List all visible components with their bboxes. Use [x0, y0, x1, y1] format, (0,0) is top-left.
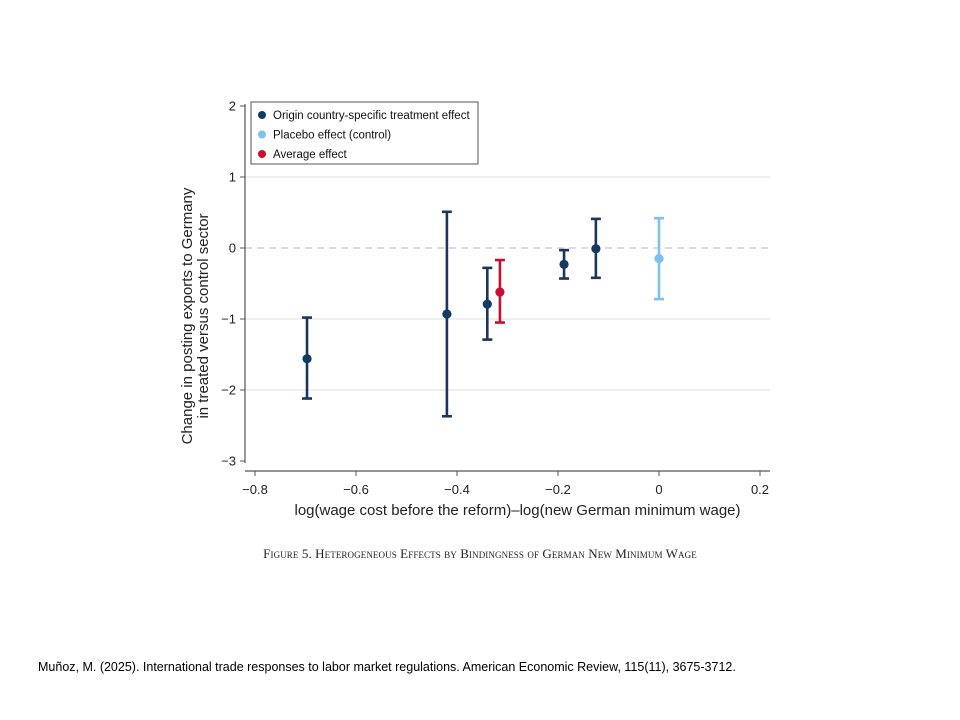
y-tick-label: 0 [229, 241, 236, 256]
data-point [302, 354, 312, 364]
data-point-group [302, 316, 313, 400]
y-tick-label: 2 [229, 99, 236, 114]
x-tick-label: −0.2 [545, 482, 571, 497]
y-tick-label: 1 [229, 170, 236, 185]
legend: Origin country-specific treatment effect… [250, 101, 479, 165]
legend-marker [258, 111, 266, 119]
legend-box [250, 101, 479, 165]
data-point [654, 254, 664, 264]
x-tick-label: 0.2 [751, 482, 769, 497]
x-axis-label: log(wage cost before the reform)–log(new… [294, 502, 740, 519]
data-point [591, 244, 601, 254]
x-tick-label: −0.6 [343, 482, 369, 497]
legend-marker [258, 150, 266, 158]
data-point [482, 299, 492, 309]
legend-label: Origin country-specific treatment effect [273, 110, 470, 122]
y-axis-label: Change in posting exports to Germany in t… [179, 187, 212, 444]
y-tick-label: −3 [221, 454, 236, 469]
data-point-group [494, 258, 505, 324]
data-point [442, 309, 452, 319]
data-point [559, 259, 569, 269]
data-point-group [559, 248, 570, 280]
y-axis-label-line: in treated versus control sector [195, 213, 212, 418]
figure-caption: Figure 5. Heterogeneous Effects by Bindi… [263, 546, 697, 561]
y-tick-label: −2 [221, 383, 236, 398]
legend-marker [258, 130, 266, 139]
y-axis-label-line: Change in posting exports to Germany [179, 187, 196, 444]
data-point [495, 287, 505, 297]
x-tick-label: 0 [655, 482, 662, 497]
data-marks [302, 210, 664, 418]
data-point-group [654, 216, 664, 301]
gridlines [245, 176, 770, 391]
axes: 2 1 0 −1 −2 −3 −0.8 −0.6 −0.4 −0.2 0 0.2 log(wage co… [179, 99, 770, 519]
data-point-group [441, 210, 452, 418]
citation: Muñoz, M. (2025). International trade re… [38, 660, 736, 674]
legend-label: Average effect [273, 149, 348, 161]
data-point-group [482, 266, 493, 341]
x-tick-label: −0.8 [242, 482, 268, 497]
x-tick-label: −0.4 [444, 482, 470, 497]
y-tick-label: −1 [221, 312, 236, 327]
legend-label: Placebo effect (control) [273, 130, 391, 142]
data-point-group [590, 217, 601, 280]
